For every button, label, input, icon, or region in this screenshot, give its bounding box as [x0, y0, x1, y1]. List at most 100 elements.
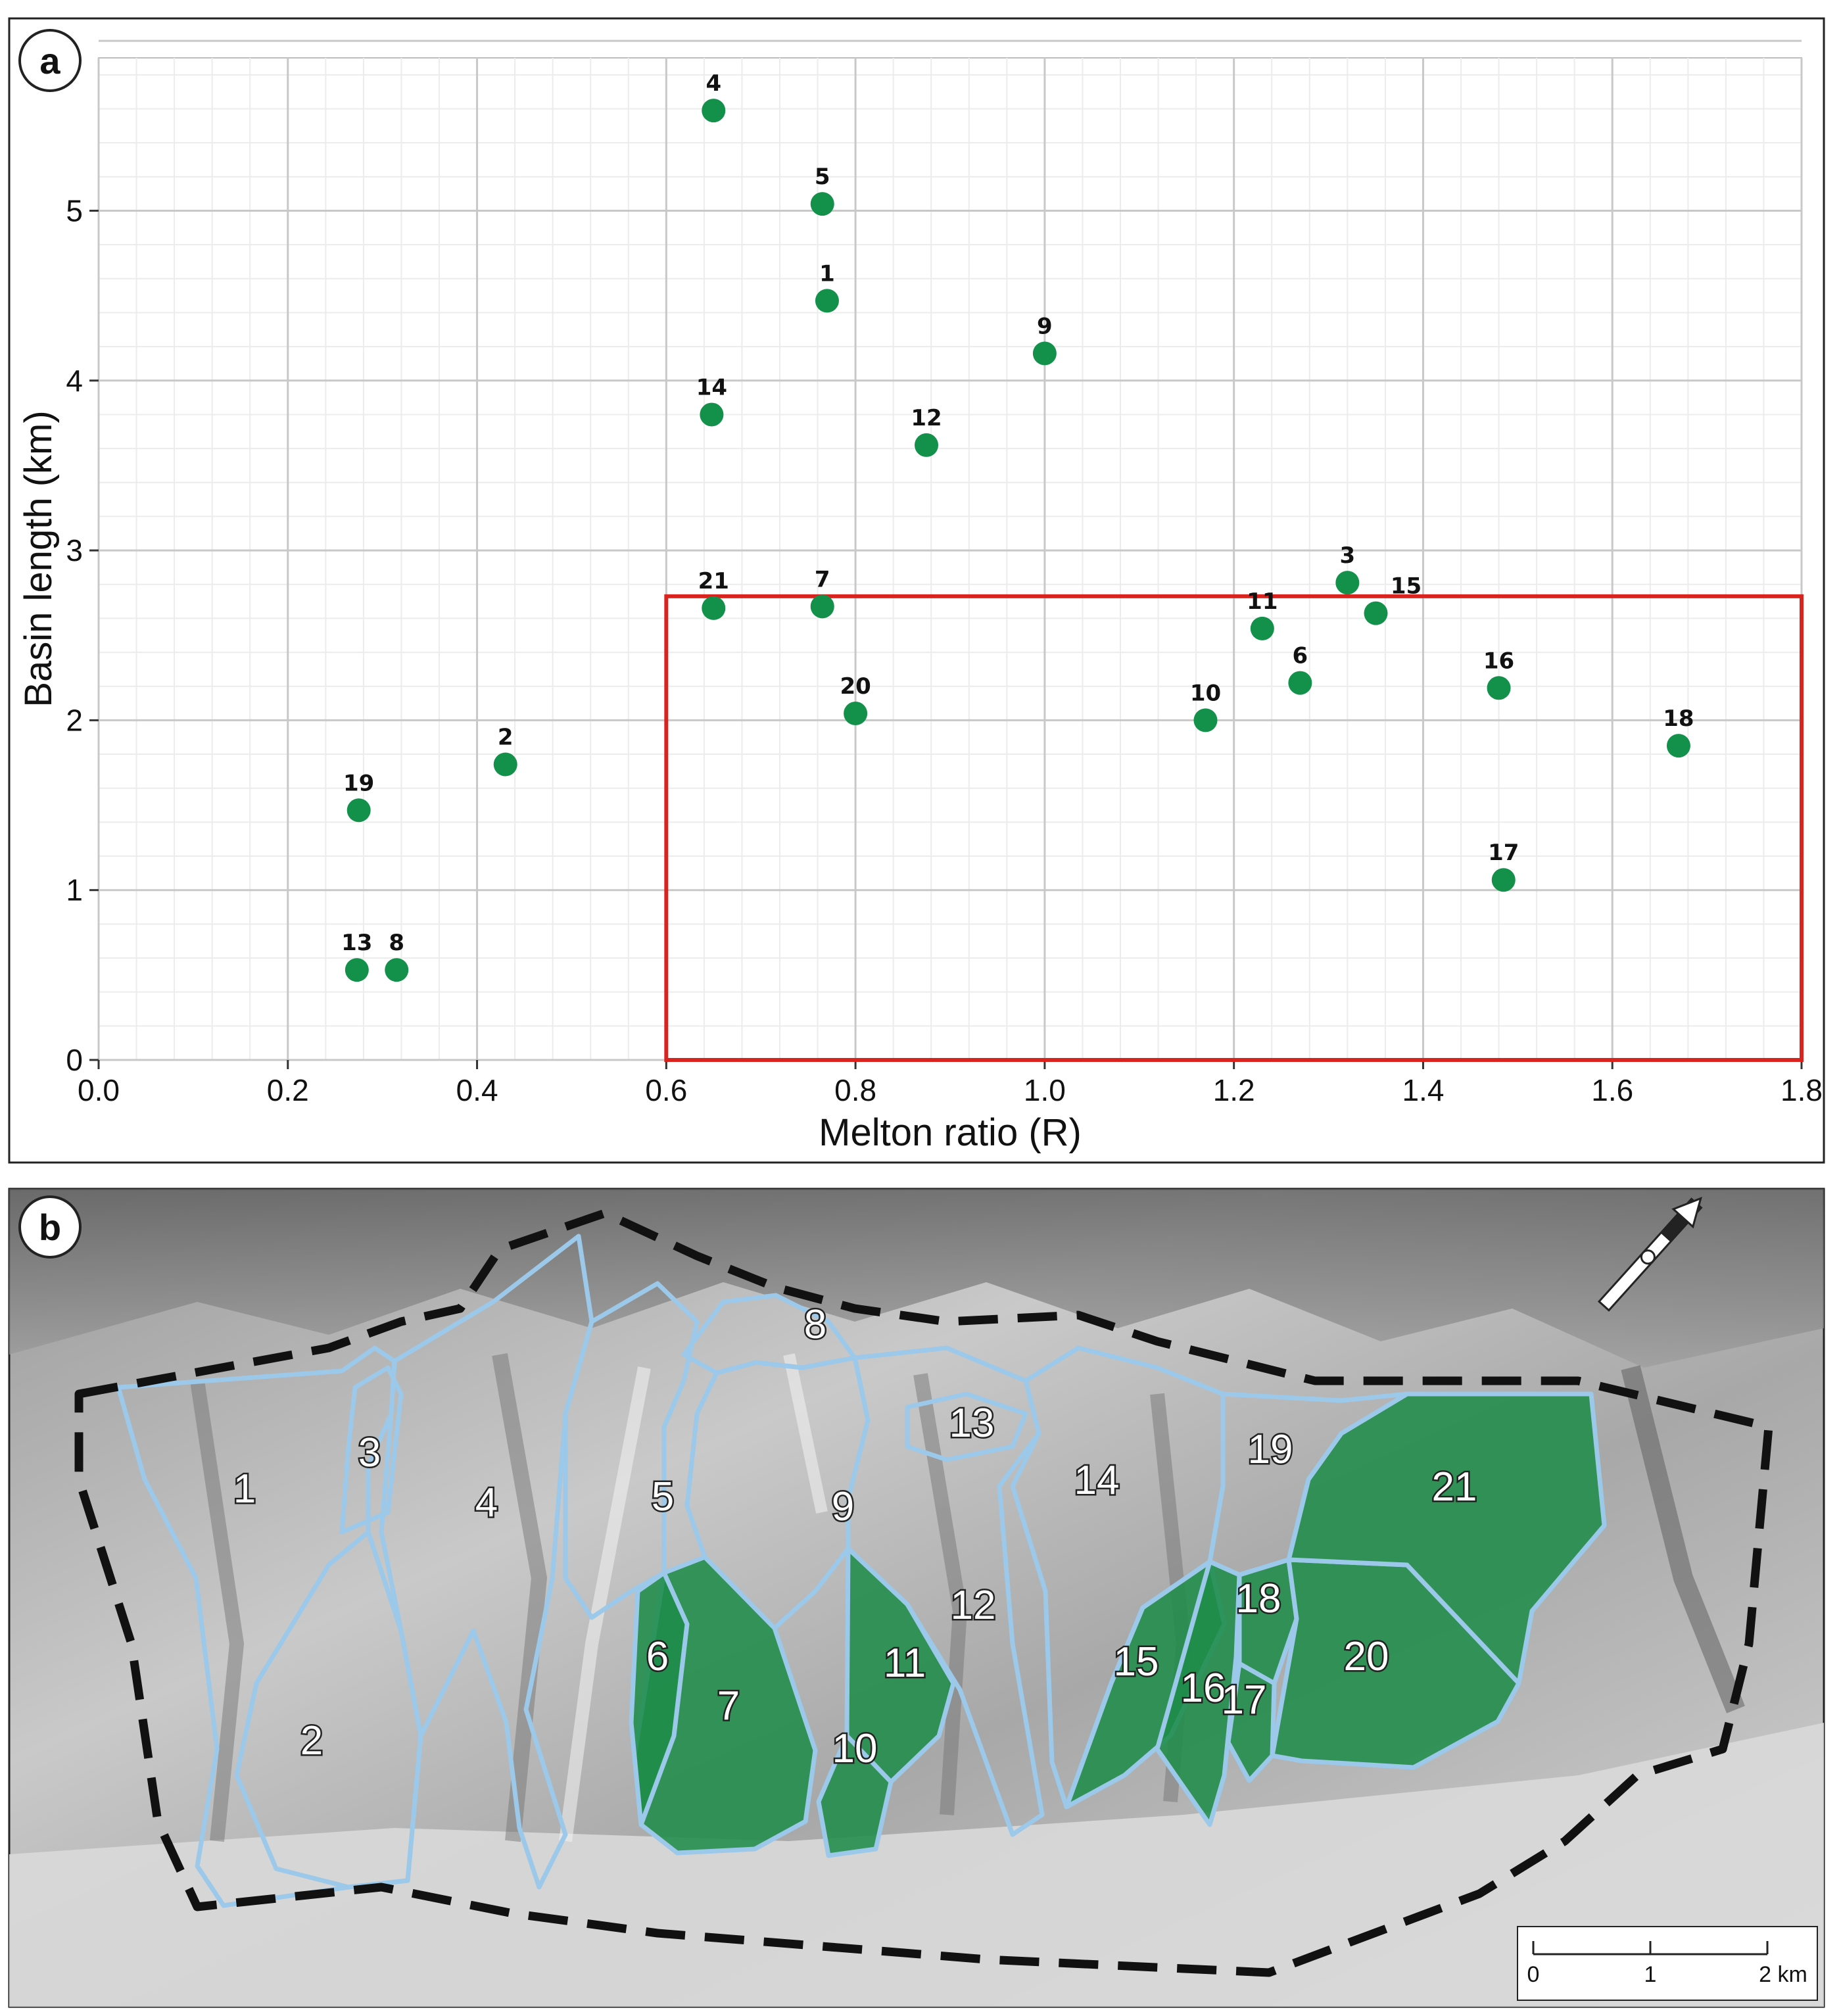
basin-label-13: 13	[949, 1401, 995, 1446]
x-tick-label: 1.6	[1591, 1073, 1633, 1107]
panel-b-letter: b	[39, 1207, 61, 1248]
data-point-11	[1250, 616, 1274, 640]
basin-13-outline	[905, 1391, 1028, 1462]
basin-outlines	[116, 1234, 1410, 1908]
data-point-17	[1491, 868, 1516, 892]
basin-label-1: 1	[233, 1466, 256, 1512]
data-point-4	[702, 99, 726, 123]
grid-minor	[99, 58, 1802, 1060]
data-label-1: 1	[819, 260, 835, 287]
y-axis-ticks: 0 1 2 3 4 5	[66, 193, 99, 1077]
basin-label-6: 6	[646, 1634, 669, 1679]
basin-19-outline	[1207, 1391, 1410, 1577]
y-tick-label: 4	[66, 364, 83, 398]
basin-3-outline	[339, 1365, 404, 1535]
scale-label-2: 2 km	[1759, 1962, 1807, 1987]
panel-b-badge	[18, 1195, 82, 1259]
x-tick-label: 0.0	[78, 1073, 120, 1107]
basin-14-outline	[1010, 1345, 1226, 1810]
scale-label-0: 0	[1527, 1962, 1540, 1987]
data-label-13: 13	[341, 930, 372, 956]
data-point-9	[1032, 341, 1057, 366]
x-tick-label: 0.2	[267, 1073, 309, 1107]
study-area-boundary	[74, 1209, 1773, 1977]
data-point-20	[844, 702, 868, 726]
data-label-2: 2	[498, 725, 514, 751]
basin-5-outline	[563, 1281, 700, 1620]
scale-label-1: 1	[1644, 1962, 1657, 1987]
data-label-12: 12	[911, 405, 942, 431]
basin-17-area	[1226, 1661, 1277, 1783]
panel-a-badge	[18, 29, 82, 92]
basin-label-17: 17	[1222, 1677, 1267, 1723]
basin-label-11: 11	[884, 1641, 926, 1686]
data-point-16	[1487, 676, 1511, 700]
data-label-6: 6	[1293, 643, 1308, 669]
data-point-19	[347, 798, 371, 823]
data-point-14	[700, 402, 724, 427]
basin-label-9: 9	[832, 1484, 854, 1529]
basin-label-5: 5	[652, 1474, 674, 1520]
x-tick-label: 0.4	[456, 1073, 498, 1107]
data-label-18: 18	[1663, 706, 1694, 732]
x-tick-label: 0.8	[834, 1073, 876, 1107]
data-label-4: 4	[705, 70, 721, 97]
data-point-6	[1288, 671, 1312, 695]
data-label-5: 5	[815, 164, 830, 190]
data-label-8: 8	[389, 930, 404, 956]
basin-label-4: 4	[475, 1480, 498, 1525]
basin-label-19: 19	[1248, 1427, 1293, 1472]
basin-label-18: 18	[1236, 1576, 1281, 1621]
x-tick-label: 1.4	[1402, 1073, 1444, 1107]
x-tick-label: 1.2	[1213, 1073, 1255, 1107]
y-tick-label: 2	[66, 703, 83, 737]
basin-10-area	[816, 1733, 894, 1858]
data-point-15	[1364, 601, 1388, 625]
data-label-21: 21	[698, 568, 729, 594]
data-label-19: 19	[343, 770, 374, 796]
y-tick-label: 0	[66, 1043, 83, 1077]
data-label-3: 3	[1339, 542, 1355, 569]
data-point-7	[810, 594, 834, 619]
y-tick-label: 1	[66, 873, 83, 907]
x-tick-label: 1.0	[1024, 1073, 1066, 1107]
data-point-1	[815, 289, 839, 313]
data-point-5	[810, 192, 834, 216]
basin-label-16: 16	[1181, 1666, 1226, 1711]
x-axis-title: Melton ratio (R)	[819, 1111, 1082, 1154]
data-label-20: 20	[840, 673, 871, 700]
basin-label-14: 14	[1074, 1458, 1120, 1503]
basin-label-8: 8	[804, 1302, 826, 1347]
basin-label-7: 7	[717, 1683, 740, 1729]
data-point-21	[702, 596, 726, 620]
x-tick-label: 0.6	[645, 1073, 687, 1107]
y-tick-label: 5	[66, 193, 83, 228]
data-point-8	[385, 958, 409, 982]
y-axis-title: Basin length (km)	[17, 410, 60, 707]
basin-label-20: 20	[1344, 1634, 1389, 1679]
data-label-14: 14	[696, 374, 727, 400]
data-point-2	[493, 752, 517, 777]
basin-label-10: 10	[832, 1726, 878, 1771]
basin-label-3: 3	[358, 1430, 381, 1476]
data-label-10: 10	[1190, 680, 1221, 706]
panel-a-letter: a	[39, 40, 60, 82]
x-tick-label: 1.8	[1781, 1073, 1823, 1107]
basin-label-15: 15	[1114, 1639, 1159, 1685]
highlight-box	[664, 594, 1804, 1062]
data-label-15: 15	[1391, 573, 1422, 600]
data-label-16: 16	[1483, 648, 1514, 674]
basin-label-21: 21	[1432, 1464, 1477, 1510]
scale-bar: 0 1 2 km	[1517, 1926, 1818, 2001]
data-point-10	[1193, 708, 1218, 732]
data-point-13	[345, 958, 369, 982]
basin-4-outline	[379, 1234, 594, 1890]
x-axis-ticks: 0.0 0.2 0.4 0.6 0.8 1.0 1.2 1.4 1.6 1.8	[78, 1060, 1823, 1107]
data-point-18	[1666, 734, 1690, 758]
basin-label-12: 12	[951, 1583, 996, 1628]
